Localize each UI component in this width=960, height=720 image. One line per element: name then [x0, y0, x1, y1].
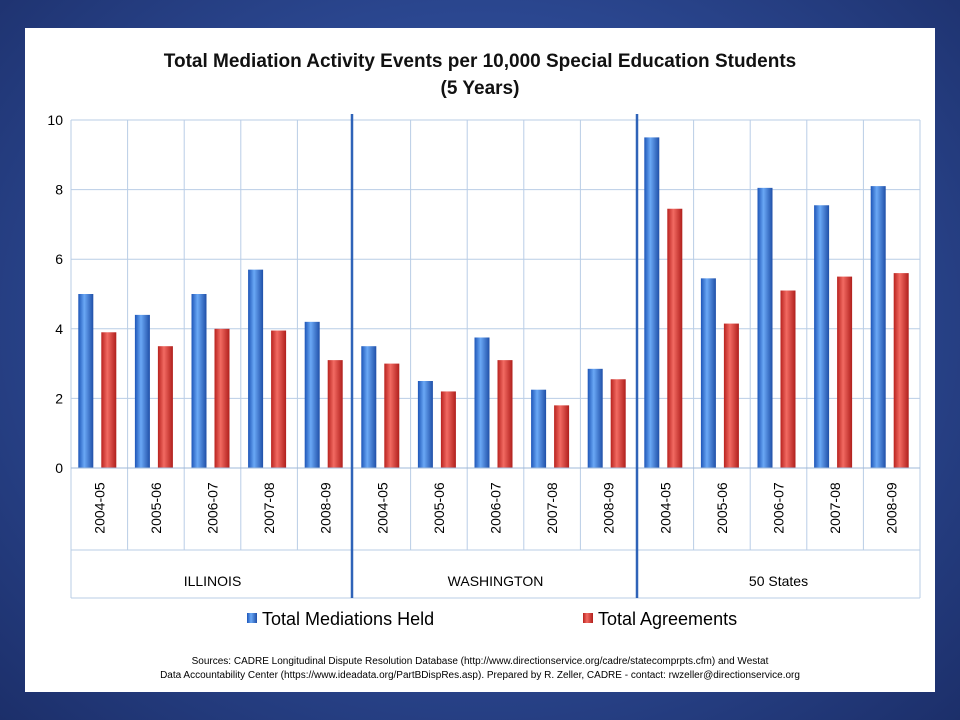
bar-mediations — [531, 389, 547, 468]
bar-mediations — [78, 294, 94, 468]
x-tick-label: 2006-07 — [488, 482, 504, 534]
bar-agreements — [157, 346, 173, 468]
x-tick-label: 2005-06 — [431, 482, 447, 534]
x-tick-label: 2005-06 — [148, 482, 164, 534]
x-tick-label: 2005-06 — [714, 482, 730, 534]
group-label: ILLINOIS — [184, 573, 242, 589]
legend: Total Mediations Held Total Agreements — [247, 609, 737, 629]
bar-agreements — [384, 363, 400, 468]
bar-mediations — [304, 321, 320, 468]
x-tick-label: 2007-08 — [827, 482, 843, 534]
bar-mediations — [417, 381, 433, 468]
x-tick-label: 2006-07 — [205, 482, 221, 534]
bar-mediations — [134, 314, 150, 468]
x-tick-label: 2008-09 — [318, 482, 334, 534]
chart-subtitle: (5 Years) — [441, 78, 520, 99]
legend-swatch — [583, 613, 593, 623]
bar-agreements — [837, 276, 853, 468]
slide-panel: Total Mediation Activity Events per 10,0… — [25, 28, 935, 692]
y-tick-label: 4 — [55, 321, 63, 337]
bar-agreements — [440, 391, 456, 468]
x-tick-label: 2006-07 — [771, 482, 787, 534]
bar-mediations — [870, 186, 886, 468]
bar-mediations — [248, 269, 264, 468]
legend-swatch — [247, 613, 257, 623]
x-tick-label: 2004-05 — [657, 482, 673, 534]
bar-mediations — [700, 278, 716, 468]
x-tick-label: 2008-09 — [601, 482, 617, 534]
chart: Total Mediation Activity Events per 10,0… — [47, 51, 921, 681]
bar-mediations — [757, 187, 773, 469]
x-tick-label: 2004-05 — [91, 482, 107, 534]
bar-agreements — [723, 323, 739, 468]
grid — [70, 119, 921, 599]
bar-mediations — [474, 337, 490, 468]
bar-agreements — [780, 290, 796, 468]
bar-mediations — [191, 294, 207, 468]
bar-mediations — [644, 137, 660, 468]
bar-agreements — [101, 332, 117, 468]
bar-agreements — [610, 379, 626, 468]
y-tick-label: 10 — [47, 112, 63, 128]
bar-agreements — [327, 360, 343, 468]
y-tick-label: 8 — [55, 182, 63, 198]
x-tick-label: 2007-08 — [261, 482, 277, 534]
group-label: WASHINGTON — [448, 573, 544, 589]
bar-agreements — [554, 405, 570, 468]
bar-mediations — [361, 346, 377, 468]
axes: 0 2 4 6 8 10 2004-05 2005-06 2006-07 2007-08 2008-… — [47, 112, 920, 598]
bar-agreements — [214, 328, 230, 468]
bar-agreements — [667, 208, 683, 469]
y-tick-label: 2 — [55, 390, 63, 406]
bar-agreements — [271, 330, 287, 468]
source-line-1: Sources: CADRE Longitudinal Dispute Reso… — [192, 656, 769, 667]
y-tick-label: 6 — [55, 251, 63, 267]
y-tick-label: 0 — [55, 460, 63, 476]
x-tick-label: 2007-08 — [544, 482, 560, 534]
bar-mediations — [587, 368, 603, 468]
bar-agreements — [497, 360, 513, 468]
bar-mediations — [814, 205, 830, 468]
legend-label: Total Agreements — [598, 609, 737, 629]
source-line-2: Data Accountability Center (https://www.… — [160, 670, 800, 681]
legend-label: Total Mediations Held — [262, 609, 434, 629]
bar-agreements — [893, 273, 909, 468]
bars — [78, 137, 909, 469]
group-label: 50 States — [749, 573, 808, 589]
x-tick-label: 2004-05 — [374, 482, 390, 534]
chart-title: Total Mediation Activity Events per 10,0… — [164, 51, 796, 72]
x-tick-label: 2008-09 — [884, 482, 900, 534]
